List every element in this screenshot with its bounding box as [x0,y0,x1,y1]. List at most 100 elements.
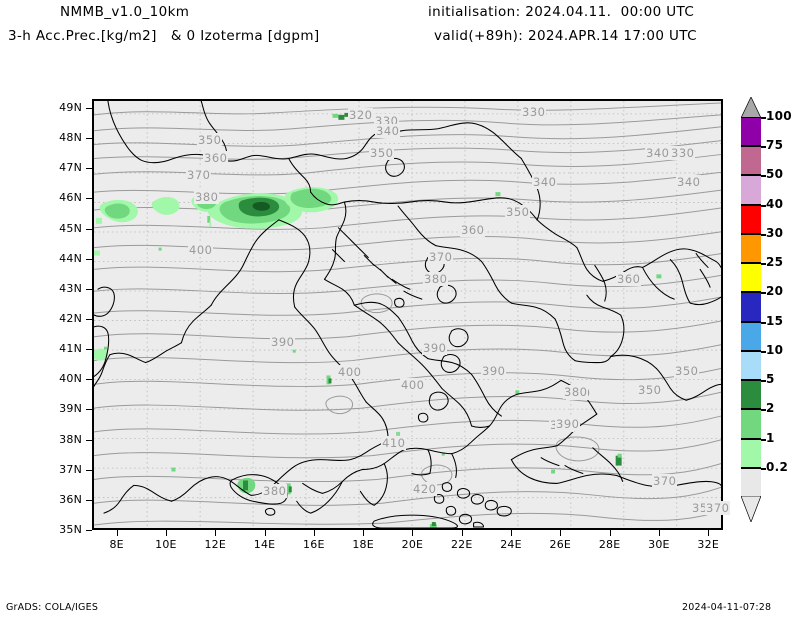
colorbar-tick-label: 15 [766,313,784,328]
latitude-tick-label: 43N [59,281,82,295]
contour-value-label: 390 [481,364,507,378]
longitude-tick-mark [363,530,365,536]
colorbar-tick-mark [761,263,766,266]
latitude-tick-mark [86,439,92,441]
contour-value-label: 340 [676,175,702,189]
colorbar-tick-label: 100 [766,109,792,123]
longitude-tick-label: 32E [697,538,719,551]
longitude-tick-label: 14E [253,538,276,551]
colorbar-band[interactable] [741,146,761,176]
latitude-tick-label: 47N [59,161,82,175]
colorbar-band[interactable] [741,438,761,468]
colorbar-tick-label: 0.2 [766,459,789,474]
longitude-tick-mark [215,530,217,536]
colorbar-band[interactable] [741,409,761,439]
contour-value-label: 420 [412,482,438,496]
colorbar-tick-mark [761,204,766,207]
contour-value-label: 350 [197,133,223,147]
colorbar-tick-label: 10 [766,342,784,357]
colorbar-band[interactable] [741,117,761,147]
latitude-tick-label: 42N [59,312,82,326]
contour-value-label: 390 [555,417,581,431]
longitude-tick-mark [412,530,414,536]
colorbar-band[interactable] [741,321,761,351]
product-description-label: 3-h Acc.Prec.[kg/m2] & 0 Izoterma [dgpm] [8,28,320,44]
latitude-tick-mark [86,319,92,321]
longitude-tick-mark [560,530,562,536]
latitude-tick-mark [86,288,92,290]
longitude-tick-mark [708,530,710,536]
colorbar-tick-label: 75 [766,138,784,153]
latitude-tick-mark [86,349,92,351]
latitude-tick-mark [86,379,92,381]
latitude-tick-label: 44N [59,251,82,265]
colorbar-tick-label: 40 [766,196,784,211]
graticule [94,101,721,528]
colorbar-tick-mark [761,467,766,470]
contour-value-label: 320 [348,108,374,122]
render-timestamp-label: 2024-04-11-07:28 [682,602,772,613]
latitude-tick-mark [86,499,92,501]
longitude-tick-label: 8E [109,538,124,551]
colorbar-band[interactable] [741,175,761,205]
longitude-tick-mark [609,530,611,536]
contour-lines [94,102,721,526]
valid-time-label: valid(+89h): 2024.APR.14 17:00 UTC [434,28,697,44]
colorbar-tick-mark [761,146,766,149]
map-plot-area[interactable] [92,99,723,530]
contour-value-label: 370 [705,501,731,515]
contour-value-label: 400 [337,365,363,379]
contour-value-label: 370 [652,474,678,488]
latitude-tick-label: 39N [59,402,82,416]
latitude-tick-mark [86,530,92,531]
coastlines [94,101,721,528]
longitude-tick-mark [511,530,513,536]
model-name-label: NMMB_v1.0_10km [60,4,190,20]
latitude-tick-mark [86,469,92,471]
colorbar-tick-mark [761,117,766,119]
colorbar-tick-label: 5 [766,372,775,387]
contour-value-label: 380 [262,484,288,498]
colorbar[interactable] [741,117,761,497]
colorbar-band[interactable] [741,233,761,264]
longitude-tick-label: 20E [401,538,424,551]
longitude-tick-mark [658,530,660,536]
colorbar-band[interactable] [741,204,761,234]
latitude-tick-mark [86,258,92,260]
contour-value-label: 360 [203,151,229,165]
latitude-tick-label: 41N [59,342,82,356]
longitude-tick-label: 30E [648,538,670,551]
colorbar-band[interactable] [741,380,761,410]
latitude-tick-label: 38N [59,432,82,446]
contour-value-label: 350 [505,205,531,219]
contour-value-label: 360 [616,272,642,286]
latitude-tick-label: 49N [59,101,82,115]
longitude-tick-label: 18E [352,538,374,551]
contour-value-label: 330 [670,146,696,160]
longitude-tick-mark [461,530,463,536]
map-clip [94,101,721,528]
latitude-tick-mark [86,138,92,140]
contour-value-label: 330 [521,105,547,119]
contour-value-label: 350 [369,146,395,160]
colorbar-tick-label: 25 [766,255,784,270]
colorbar-tick-mark [761,321,766,324]
contour-value-label: 360 [460,223,486,237]
colorbar-over-arrow [741,97,761,118]
colorbar-band[interactable] [741,467,761,497]
colorbar-tick-mark [761,175,766,178]
colorbar-under-arrow [741,496,761,522]
longitude-tick-mark [165,530,167,536]
contour-value-label: 370 [428,250,454,264]
colorbar-tick-mark [761,380,766,383]
colorbar-band[interactable] [741,350,761,381]
colorbar-band[interactable] [741,263,761,293]
colorbar-tick-mark [761,409,766,412]
longitude-tick-label: 28E [598,538,621,551]
latitude-tick-label: 45N [59,221,82,235]
colorbar-band[interactable] [741,292,761,322]
contour-value-label: 340 [375,124,401,138]
contour-value-label: 340 [645,146,671,160]
longitude-tick-mark [264,530,266,536]
colorbar-tick-label: 50 [766,167,784,182]
